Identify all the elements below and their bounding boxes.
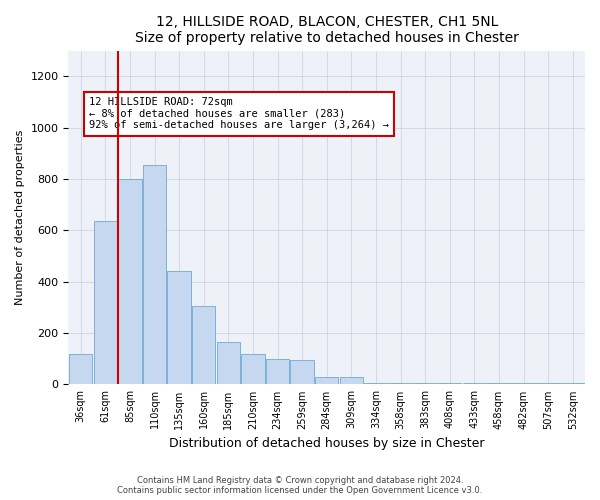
Bar <box>217 342 240 384</box>
Bar <box>315 376 338 384</box>
Bar <box>241 354 265 384</box>
Bar <box>463 383 486 384</box>
Bar <box>438 383 461 384</box>
Bar <box>561 383 584 384</box>
X-axis label: Distribution of detached houses by size in Chester: Distribution of detached houses by size … <box>169 437 484 450</box>
Bar <box>389 383 412 384</box>
Bar <box>167 272 191 384</box>
Title: 12, HILLSIDE ROAD, BLACON, CHESTER, CH1 5NL
Size of property relative to detache: 12, HILLSIDE ROAD, BLACON, CHESTER, CH1 … <box>135 15 518 45</box>
Text: Contains HM Land Registry data © Crown copyright and database right 2024.
Contai: Contains HM Land Registry data © Crown c… <box>118 476 482 495</box>
Bar <box>192 306 215 384</box>
Bar <box>94 222 117 384</box>
Bar <box>364 383 388 384</box>
Bar <box>413 383 437 384</box>
Bar <box>266 358 289 384</box>
Bar <box>536 383 560 384</box>
Bar <box>512 383 535 384</box>
Bar <box>340 376 363 384</box>
Bar <box>290 360 314 384</box>
Bar <box>487 383 511 384</box>
Bar <box>143 165 166 384</box>
Bar <box>69 354 92 384</box>
Y-axis label: Number of detached properties: Number of detached properties <box>15 130 25 305</box>
Text: 12 HILLSIDE ROAD: 72sqm
← 8% of detached houses are smaller (283)
92% of semi-de: 12 HILLSIDE ROAD: 72sqm ← 8% of detached… <box>89 98 389 130</box>
Bar <box>118 179 142 384</box>
